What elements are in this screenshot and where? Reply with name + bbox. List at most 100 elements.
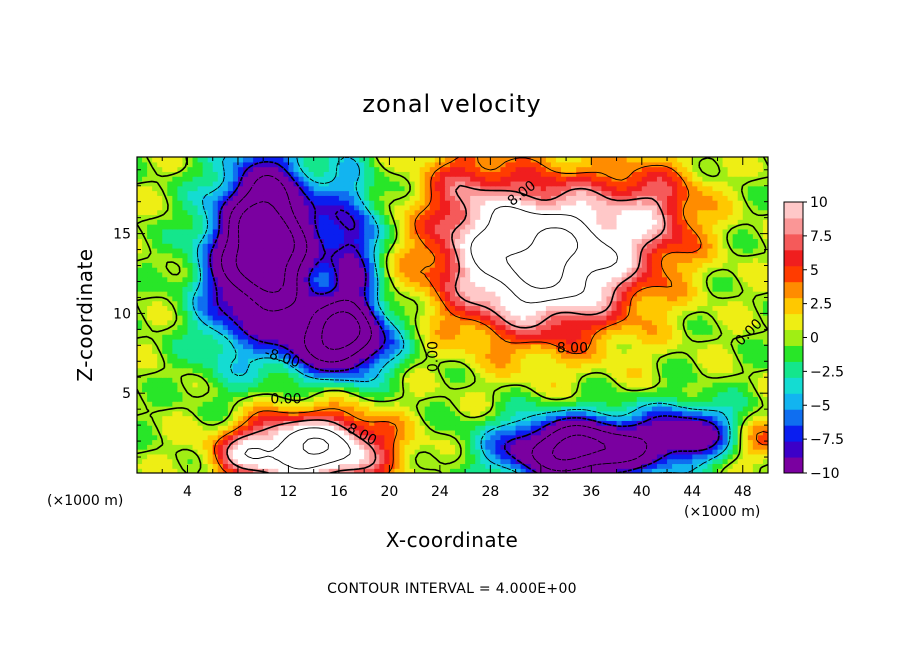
- heatmap-cell: [293, 324, 300, 330]
- heatmap-cell: [717, 386, 724, 393]
- heatmap-cell: [439, 391, 446, 397]
- heatmap-cell: [732, 449, 739, 455]
- heatmap-cell: [424, 391, 431, 397]
- heatmap-cell: [429, 286, 436, 292]
- heatmap-cell: [303, 415, 310, 421]
- heatmap-cell: [712, 377, 719, 383]
- heatmap-cell: [288, 396, 295, 402]
- heatmap-cell: [192, 386, 199, 393]
- heatmap-cell: [177, 310, 184, 316]
- heatmap-cell: [480, 463, 486, 469]
- heatmap-cell: [384, 439, 390, 445]
- heatmap-cell: [550, 358, 557, 364]
- heatmap-cell: [687, 300, 693, 307]
- heatmap-cell: [606, 324, 613, 330]
- heatmap-cell: [313, 338, 320, 345]
- heatmap-cell: [444, 367, 451, 374]
- heatmap-cell: [439, 449, 446, 455]
- heatmap-cell: [515, 439, 522, 445]
- heatmap-cell: [535, 295, 542, 302]
- heatmap-cell: [273, 444, 279, 450]
- heatmap-cell: [712, 396, 719, 402]
- heatmap-cell: [712, 310, 719, 316]
- heatmap-cell: [480, 300, 486, 307]
- heatmap-cell: [500, 291, 507, 297]
- heatmap-cell: [530, 358, 537, 364]
- heatmap-cell: [212, 444, 219, 450]
- heatmap-cell: [677, 391, 683, 397]
- heatmap-cell: [702, 434, 709, 441]
- heatmap-cell: [687, 338, 693, 345]
- heatmap-cell: [338, 415, 345, 421]
- heatmap-cell: [172, 463, 178, 469]
- heatmap-cell: [338, 458, 345, 465]
- heatmap-cell: [697, 343, 703, 350]
- heatmap-cell: [500, 391, 507, 397]
- heatmap-cell: [561, 463, 567, 469]
- heatmap-cell: [601, 353, 608, 359]
- heatmap-cell: [364, 315, 370, 321]
- heatmap-cell: [747, 458, 754, 465]
- heatmap-cell: [379, 291, 385, 297]
- heatmap-cell: [530, 348, 537, 354]
- heatmap-cell: [147, 468, 153, 473]
- heatmap-cell: [323, 401, 330, 407]
- heatmap-cell: [566, 410, 572, 417]
- heatmap-cell: [475, 362, 481, 369]
- heatmap-cell: [651, 310, 658, 316]
- heatmap-cell: [455, 319, 461, 326]
- heatmap-cell: [515, 295, 522, 302]
- heatmap-cell: [611, 410, 618, 417]
- heatmap-cell: [712, 449, 719, 455]
- heatmap-cell: [278, 315, 284, 321]
- heatmap-cell: [455, 463, 461, 469]
- heatmap-cell: [389, 300, 396, 307]
- heatmap-cell: [742, 391, 749, 397]
- heatmap-cell: [672, 319, 678, 326]
- heatmap-cell: [394, 343, 401, 350]
- heatmap-cell: [162, 468, 168, 473]
- heatmap-cell: [162, 281, 168, 287]
- heatmap-cell: [707, 372, 714, 378]
- heatmap-cell: [490, 291, 497, 297]
- heatmap-cell: [263, 458, 269, 465]
- heatmap-cell: [404, 458, 411, 465]
- heatmap-cell: [399, 362, 406, 369]
- heatmap-cell: [717, 367, 724, 374]
- heatmap-cell: [626, 338, 633, 345]
- heatmap-cell: [167, 429, 173, 436]
- heatmap-cell: [742, 338, 749, 345]
- heatmap-cell: [152, 463, 158, 469]
- heatmap-cell: [576, 300, 582, 307]
- heatmap-cell: [465, 358, 471, 364]
- heatmap-cell: [243, 439, 249, 445]
- heatmap-cell: [409, 401, 416, 407]
- heatmap-cell: [237, 348, 244, 354]
- heatmap-cell: [500, 449, 507, 455]
- heatmap-cell: [717, 420, 724, 426]
- heatmap-cell: [571, 434, 577, 441]
- heatmap-cell: [626, 324, 633, 330]
- heatmap-cell: [626, 334, 633, 340]
- heatmap-cell: [722, 353, 729, 359]
- heatmap-cell: [303, 348, 310, 354]
- heatmap-cell: [586, 348, 592, 354]
- heatmap-cell: [162, 310, 168, 316]
- heatmap-cell: [621, 405, 628, 412]
- heatmap-cell: [752, 420, 759, 426]
- heatmap-cell: [192, 405, 199, 412]
- heatmap-cell: [202, 353, 209, 359]
- heatmap-cell: [243, 372, 249, 378]
- heatmap-cell: [631, 410, 638, 417]
- heatmap-cell: [510, 319, 517, 326]
- heatmap-cell: [354, 353, 360, 359]
- heatmap-cell: [616, 295, 623, 302]
- heatmap-cell: [167, 415, 173, 421]
- heatmap-cell: [667, 415, 673, 421]
- heatmap-cell: [485, 415, 491, 421]
- heatmap-cell: [545, 324, 552, 330]
- heatmap-cell: [757, 300, 764, 307]
- heatmap-cell: [646, 291, 653, 297]
- heatmap-cell: [626, 353, 633, 359]
- heatmap-cell: [192, 449, 199, 455]
